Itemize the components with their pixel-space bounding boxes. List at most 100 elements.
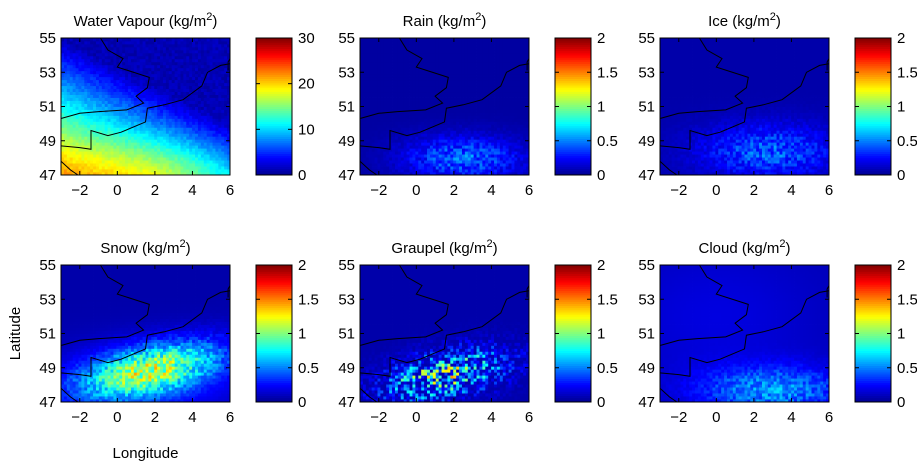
heatmap-cell [412, 127, 416, 131]
heatmap-cell [491, 163, 495, 167]
heatmap-cell [165, 103, 170, 107]
heatmap-cell [427, 97, 431, 101]
heatmap-cell [157, 91, 161, 95]
heatmap-cell [453, 172, 457, 176]
heatmap-cell [473, 38, 477, 42]
heatmap-cell [128, 151, 132, 155]
heatmap-cell [374, 52, 378, 57]
heatmap-cell [496, 52, 501, 57]
heatmap-cell [432, 157, 437, 161]
heatmap-cell [183, 40, 187, 45]
heatmap-cell [450, 112, 454, 116]
heatmap-cell [438, 133, 442, 137]
heatmap-cell [157, 115, 161, 119]
heatmap-cell [87, 52, 91, 57]
heatmap-cell [84, 136, 88, 140]
heatmap-cell [174, 73, 178, 78]
heatmap-cell [459, 115, 463, 119]
heatmap-cell [435, 118, 440, 122]
heatmap-cell [162, 91, 167, 95]
heatmap-cell [470, 49, 475, 54]
heatmap-cell [154, 88, 158, 93]
heatmap-cell [98, 46, 103, 51]
heatmap-cell [151, 133, 155, 137]
heatmap-cell [192, 148, 196, 152]
heatmap-cell [365, 133, 370, 137]
heatmap-cell [209, 82, 213, 87]
heatmap-cell [107, 38, 111, 42]
heatmap-cell [383, 127, 387, 131]
heatmap-cell [485, 52, 489, 57]
heatmap-cell [386, 148, 390, 152]
heatmap-cell [400, 61, 405, 66]
heatmap-cell [383, 115, 387, 119]
heatmap-cell [200, 52, 205, 57]
heatmap-cell [145, 148, 149, 152]
heatmap-cell [195, 49, 199, 54]
heatmap-cell [438, 151, 442, 155]
heatmap-cell [467, 172, 472, 176]
heatmap-cell [447, 169, 451, 173]
heatmap-cell [412, 160, 416, 164]
heatmap-cell [168, 55, 173, 60]
heatmap-cell [148, 91, 152, 95]
colorbar-segment [256, 87, 292, 90]
heatmap-cell [209, 169, 213, 173]
heatmap-cell [389, 145, 393, 149]
heatmap-cell [171, 103, 176, 107]
heatmap-cell [162, 133, 167, 137]
heatmap-cell [95, 169, 100, 173]
heatmap-cell [148, 82, 152, 87]
heatmap-cell [400, 103, 405, 107]
heatmap-cell [374, 136, 378, 140]
heatmap-cell [218, 139, 222, 143]
y-tick-label: 55 [39, 30, 56, 47]
heatmap-cell [151, 79, 155, 84]
heatmap-cell [377, 124, 381, 128]
heatmap-cell [464, 88, 469, 93]
heatmap-cell [200, 103, 205, 107]
heatmap-cell [165, 115, 170, 119]
heatmap-cell [133, 91, 138, 95]
heatmap-cell [473, 148, 477, 152]
heatmap-cell [473, 160, 477, 164]
heatmap-cell [362, 82, 367, 87]
heatmap-cell [494, 148, 498, 152]
heatmap-cell [397, 61, 402, 66]
heatmap-cell [459, 97, 463, 101]
heatmap-cell [75, 38, 79, 42]
heatmap-cell [218, 172, 222, 176]
heatmap-cell [400, 112, 405, 116]
heatmap-cell [162, 106, 167, 110]
heatmap-cell [197, 145, 202, 149]
heatmap-cell [392, 118, 396, 122]
heatmap-cell [212, 70, 216, 75]
heatmap-cell [392, 127, 396, 131]
heatmap-cell [479, 52, 483, 57]
heatmap-cell [218, 106, 222, 110]
heatmap-cell [192, 73, 196, 78]
heatmap-cell [464, 142, 469, 146]
heatmap-cell [142, 46, 146, 51]
heatmap-cell [133, 127, 138, 131]
heatmap-cell [403, 148, 408, 152]
heatmap-cell [227, 157, 231, 161]
heatmap-cell [75, 118, 79, 122]
heatmap-cell [162, 124, 167, 128]
heatmap-cell [371, 46, 375, 51]
heatmap-cell [133, 169, 138, 173]
heatmap-cell [392, 52, 396, 57]
heatmap-cell [122, 43, 126, 48]
heatmap-cell [377, 73, 381, 78]
heatmap-cell [400, 154, 405, 158]
heatmap-cell [107, 106, 111, 110]
heatmap-cell [403, 166, 408, 170]
heatmap-cell [389, 166, 393, 170]
heatmap-cell [180, 61, 184, 66]
heatmap-cell [482, 82, 486, 87]
heatmap-cell [87, 46, 91, 51]
heatmap-cell [69, 58, 74, 63]
heatmap-cell [479, 136, 483, 140]
heatmap-cell [107, 148, 111, 152]
heatmap-cell [456, 115, 460, 119]
